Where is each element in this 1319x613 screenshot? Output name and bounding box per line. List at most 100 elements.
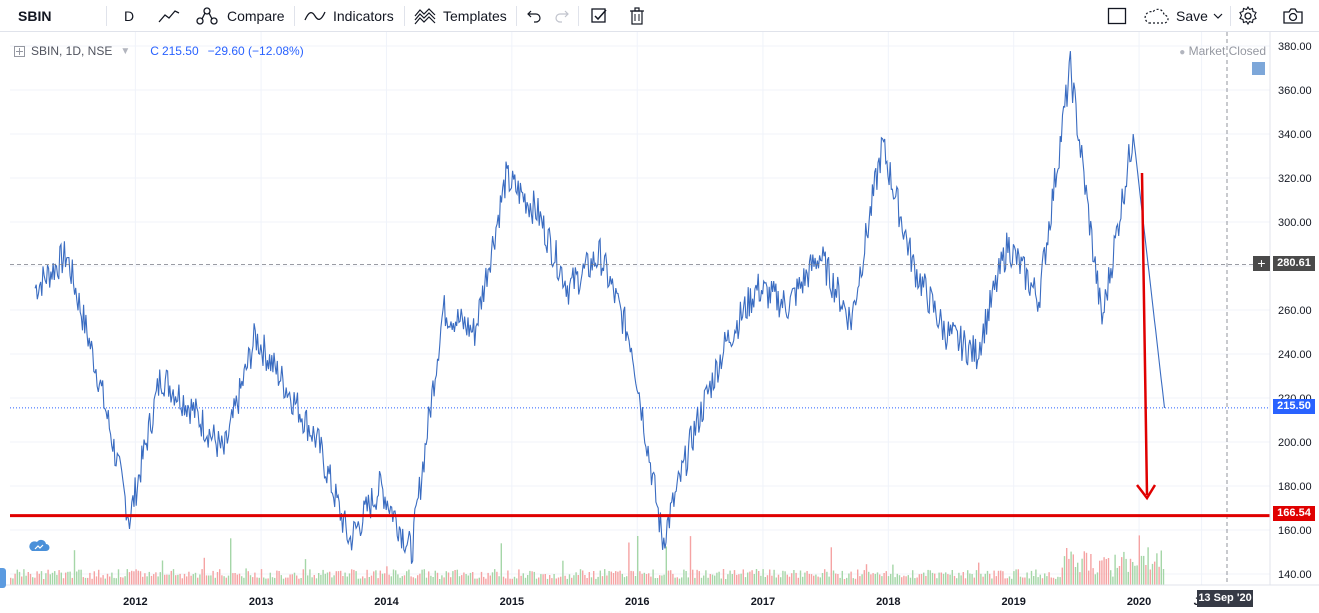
chart-style-button[interactable] [158,0,180,31]
delete-button[interactable] [628,0,646,31]
left-panel-handle[interactable] [0,568,6,588]
price-tick-label: 200.00 [1278,437,1312,449]
volume-bar [945,572,947,585]
volume-bar [742,569,744,585]
volume-bar [205,575,208,585]
volume-bar [375,570,377,585]
volume-bar [164,574,166,585]
volume-bar [571,577,573,585]
volume-bar [1140,555,1143,585]
volume-bar [216,572,219,585]
volume-bar [258,577,260,585]
volume-bar [142,576,144,585]
volume-bar [744,577,747,585]
volume-bar [27,572,29,585]
collapse-legend-icon[interactable] [14,45,25,57]
volume-bar [868,571,870,585]
volume-bar [808,573,810,585]
legend-change: −29.60 (−12.08%) [207,44,304,58]
volume-bar [49,574,51,585]
volume-bar [320,574,322,585]
volume-bar [951,570,953,585]
volume-bar [1127,571,1129,585]
indicators-button[interactable]: Indicators [304,0,394,31]
volume-bar [995,576,997,585]
volume-bar [326,572,329,585]
legend-dropdown-icon[interactable]: ▼ [120,45,131,57]
price-chart[interactable]: 380.00360.00340.00320.00300.00280.00260.… [0,32,1319,613]
redo-button[interactable] [554,0,570,31]
add-level-icon[interactable]: + [1253,256,1270,271]
volume-bar [599,570,601,585]
volume-bar [1044,573,1046,585]
chart-overlays [10,32,1270,585]
volume-bar [854,578,857,585]
fullscreen-button[interactable] [1107,0,1127,31]
volume-bar [410,576,412,585]
interval-button[interactable]: D [124,0,134,31]
volume-bar [962,572,964,585]
volume-bar [769,569,771,585]
volume-bar [619,570,621,585]
volume-bar [885,571,887,585]
volume-bar [98,569,100,585]
volume-bar [135,569,137,585]
volume-bar [406,571,408,585]
volume-bar [874,573,876,585]
volume-bar [168,574,170,585]
volume-bar [263,577,265,585]
volume-bar [340,570,342,585]
volume-bar [747,572,749,585]
volume-bar [975,570,978,585]
volume-bar [219,569,221,585]
volume-bar [835,573,837,585]
volume-bar [731,574,733,585]
volume-bar [489,575,491,585]
volume-bar [824,569,826,585]
indicators-label: Indicators [333,7,394,24]
volume-bar [179,573,181,585]
volume-bar [663,574,665,585]
volume-bar [445,571,447,585]
volume-bar [313,575,315,585]
volume-bar [1028,578,1030,585]
volume-bar [399,577,401,585]
compare-button[interactable]: Compare [195,0,285,31]
volume-bar [247,571,249,585]
volume-bar [386,566,388,585]
symbol-search-button[interactable]: SBIN [18,0,51,31]
volume-bar [1121,557,1123,585]
volume-bar [157,576,159,585]
scale-toggle-icon[interactable] [1252,62,1265,75]
save-menu-button[interactable] [1213,0,1223,31]
snapshot-button[interactable] [1282,0,1304,31]
volume-bar [509,578,511,585]
settings-button[interactable] [1238,0,1258,31]
templates-button[interactable]: Templates [414,0,507,31]
volume-bar [846,577,848,585]
volume-bar [1092,568,1094,585]
volume-bar [172,569,175,585]
volume-bar [716,572,718,585]
volume-bar [780,577,782,585]
volume-bar [1138,535,1140,585]
save-button[interactable]: Save [1143,0,1208,31]
volume-bar [1068,558,1070,585]
price-axis: 380.00360.00340.00320.00300.00280.00260.… [1269,32,1319,613]
volume-bar [1096,572,1099,585]
volume-bar [155,572,157,585]
volume-bar [106,573,109,585]
volume-bar [344,572,346,585]
volume-bar [725,579,727,585]
volume-bar [34,577,36,585]
volume-bar [384,573,386,585]
chart-legend[interactable]: SBIN, 1D, NSE ▼ C 215.50 −29.60 (−12.08%… [14,44,304,58]
undo-button[interactable] [526,0,542,31]
volume-bar [788,576,791,585]
volume-bar [562,560,564,585]
alert-checkbox-button[interactable] [590,0,608,31]
volume-bar [529,570,531,585]
volume-bar [518,569,520,585]
volume-bar [474,578,476,585]
volume-bar [590,577,593,585]
